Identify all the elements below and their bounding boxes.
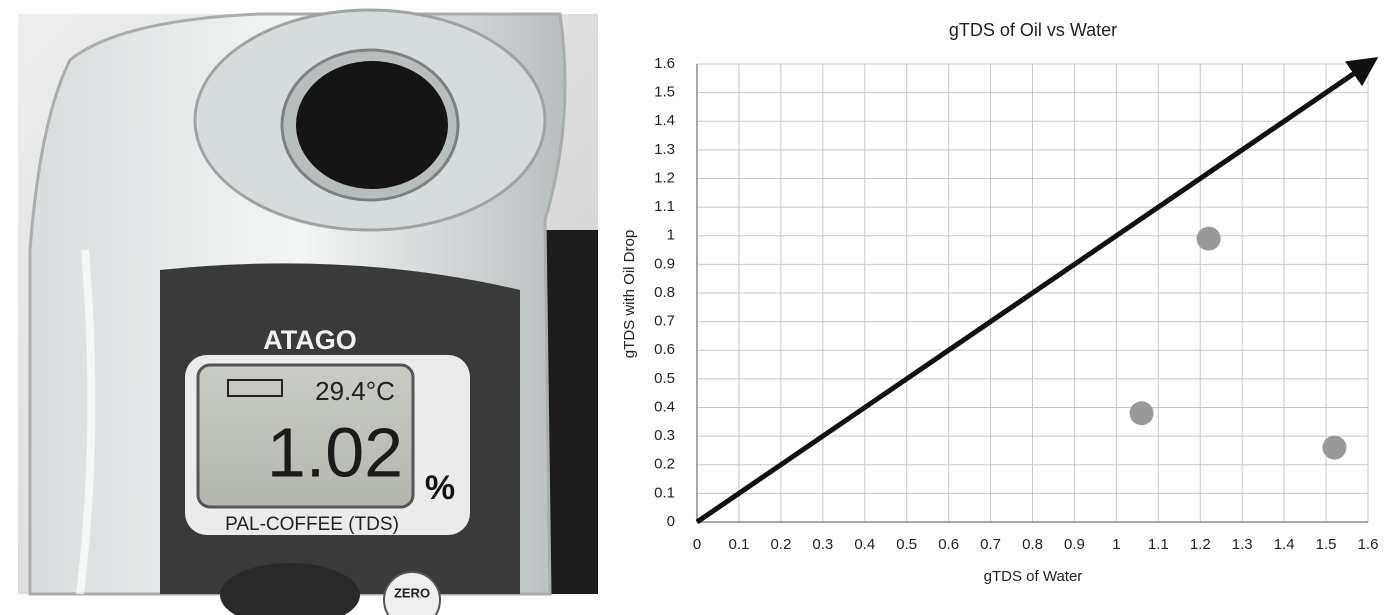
data-point [1322,435,1347,460]
y-tick-label: 0.2 [654,456,675,473]
x-tick-label: 0.4 [854,536,875,553]
x-tick-label: 1.2 [1190,536,1211,553]
x-tick-label: 1 [1112,536,1120,553]
brand: ATAGO [263,325,357,355]
coffee-grounds [296,61,448,189]
data-point [1129,401,1154,426]
reading: 1.02 [267,413,403,491]
lcd [196,363,415,509]
y-tick-label: 1.4 [654,112,675,129]
x-tick-label: 0.8 [1022,536,1043,553]
y-tick-label: 1.6 [654,55,675,72]
y-tick-label: 1.5 [654,84,675,101]
unit: % [425,469,455,507]
x-tick-label: 0.6 [938,536,959,553]
y-tick-label: 0.9 [654,255,675,272]
x-tick-label: 0.9 [1064,536,1085,553]
x-tick-label: 1.1 [1148,536,1169,553]
y-tick-label: 0 [667,513,675,530]
chart-title: gTDS of Oil vs Water [949,20,1117,40]
y-tick-label: 0.5 [654,370,675,387]
y-tick-label: 1 [667,227,675,244]
x-tick-label: 0.5 [896,536,917,553]
y-tick-label: 1.2 [654,169,675,186]
x-tick-label: 0.1 [729,536,750,553]
y-tick-label: 0.1 [654,484,675,501]
y-tick-label: 0.6 [654,341,675,358]
x-tick-label: 0.3 [812,536,833,553]
y-tick-label: 0.3 [654,427,675,444]
y-axis-label: gTDS with Oil Drop [621,230,638,358]
y-tick-label: 1.3 [654,141,675,158]
x-tick-label: 1.3 [1232,536,1253,553]
data-point [1196,226,1221,251]
y-tick-label: 0.4 [654,398,675,415]
x-tick-label: 0 [693,536,701,553]
zero-button [383,571,441,615]
model: PAL-COFFEE (TDS) [225,514,399,535]
x-tick-label: 1.5 [1316,536,1337,553]
y-tick-label: 0.7 [654,313,675,330]
temperature: 29.4°C [315,376,395,406]
y-tick-label: 0.8 [654,284,675,301]
highlight [76,249,96,595]
zero-label: ZERO [394,585,430,600]
photo: ATAGO 29.4°C 1.02 % PAL-COFFEE (TDS) ZER… [18,8,598,615]
x-axis-label: gTDS of Water [984,568,1083,585]
x-tick-label: 0.7 [980,536,1001,553]
button [220,563,360,615]
y-tick-label: 1.1 [654,198,675,215]
x-tick-label: 1.4 [1274,536,1295,553]
reference-arrow [695,56,1379,525]
x-tick-label: 1.6 [1358,536,1379,553]
x-tick-label: 0.2 [770,536,791,553]
chart: gTDS of Oil vs Water gTDS of Water gTDS … [621,20,1378,585]
battery-icon [227,379,283,397]
